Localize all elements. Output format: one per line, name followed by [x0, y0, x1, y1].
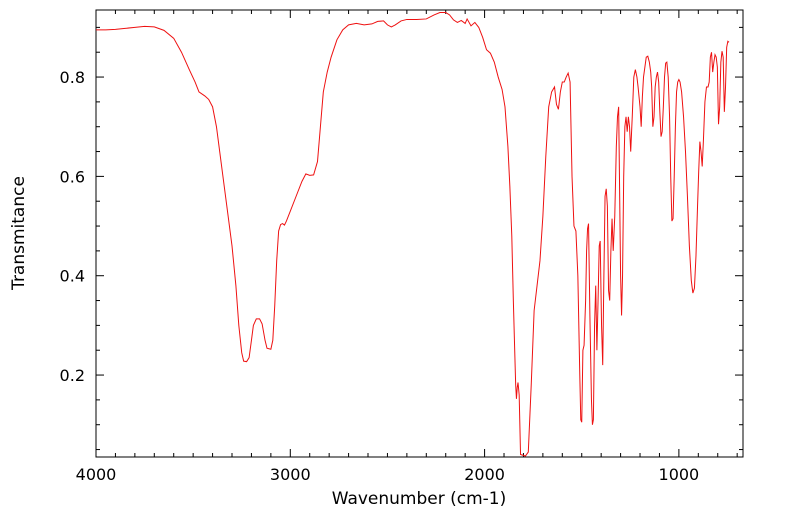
x-tick-label: 4000	[76, 465, 117, 484]
plot-area	[95, 9, 744, 458]
x-tick-label: 3000	[270, 465, 311, 484]
y-tick-label: 0.4	[60, 267, 85, 286]
y-tick-label: 0.8	[60, 68, 85, 87]
axis-tick-labels: 4000 3000 2000 1000 0.2 0.4 0.6 0.8	[60, 68, 700, 484]
y-tick-label: 0.6	[60, 167, 85, 186]
x-axis-label: Wavenumber (cm-1)	[332, 489, 507, 509]
plot-frame	[95, 9, 744, 458]
y-tick-label: 0.2	[60, 366, 85, 385]
series-line-spectrum	[96, 11, 730, 457]
x-tick-label: 2000	[464, 465, 505, 484]
axis-ticks	[95, 10, 743, 457]
y-axis-label: Transmitance	[9, 176, 29, 291]
x-tick-label: 1000	[659, 465, 700, 484]
